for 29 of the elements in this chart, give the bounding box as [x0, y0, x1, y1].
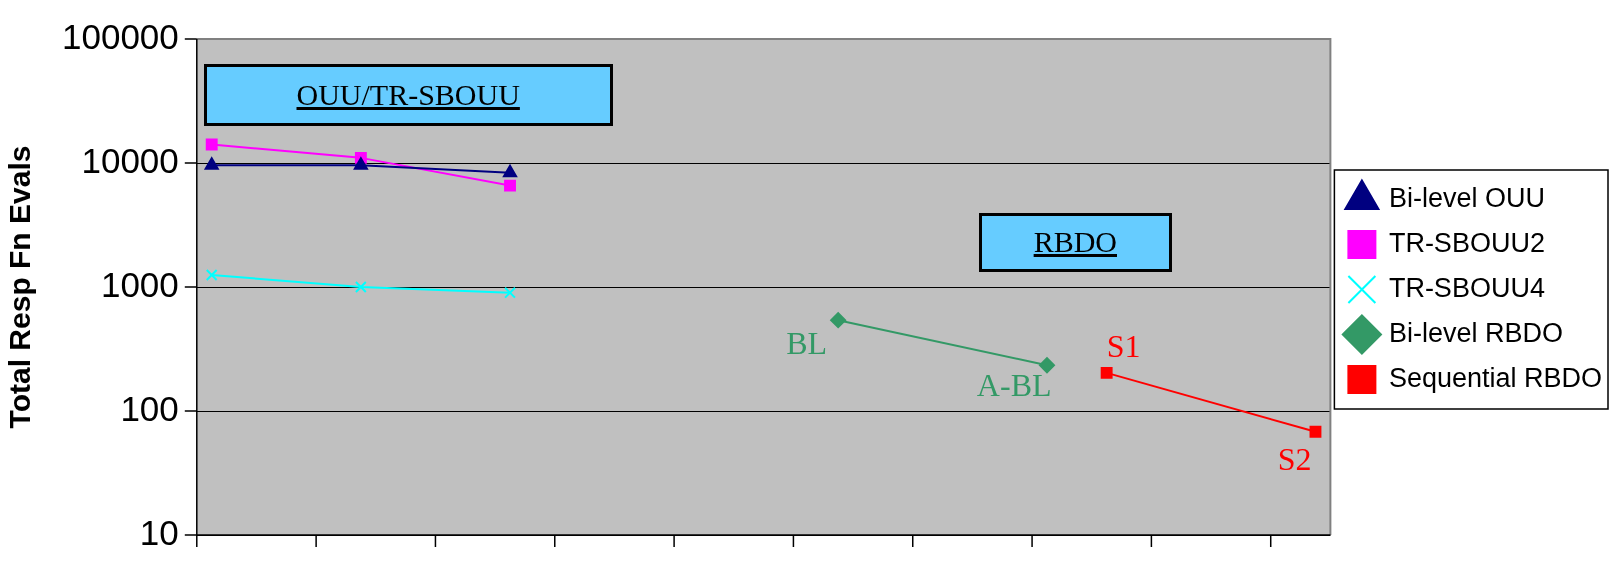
legend-label: TR-SBOUU4: [1388, 272, 1545, 303]
legend-label: Bi-level RBDO: [1388, 317, 1563, 348]
annotation: BL: [786, 324, 828, 361]
point: [504, 286, 516, 299]
point: [1100, 366, 1113, 379]
legend-label: Sequential RBDO: [1388, 362, 1603, 393]
text-box: RBDO: [978, 212, 1172, 273]
point: [830, 312, 847, 329]
y-tick-label: 10000: [81, 140, 179, 180]
annotation: S2: [1277, 441, 1312, 478]
point: [205, 138, 218, 151]
text-box: OUU/TR-SBOUU: [203, 63, 613, 127]
y-tick-label: 10: [139, 512, 179, 552]
point: [1038, 357, 1055, 374]
annotation: A-BL: [976, 366, 1052, 403]
point: [205, 269, 218, 281]
point: [502, 164, 518, 178]
y-tick-label: 1000: [100, 264, 179, 304]
legend-label: TR-SBOUU2: [1388, 227, 1545, 258]
annotation: S1: [1106, 328, 1141, 365]
point: [204, 157, 219, 170]
point: [1309, 425, 1322, 438]
legend-label: Bi-level OUU: [1388, 182, 1545, 213]
y-tick-label: 100000: [62, 16, 179, 56]
y-axis-title: Total Resp Fn Evals: [3, 145, 37, 429]
point: [504, 179, 516, 192]
point: [353, 157, 368, 170]
y-tick-label: 100: [120, 388, 179, 428]
point: [354, 281, 367, 293]
